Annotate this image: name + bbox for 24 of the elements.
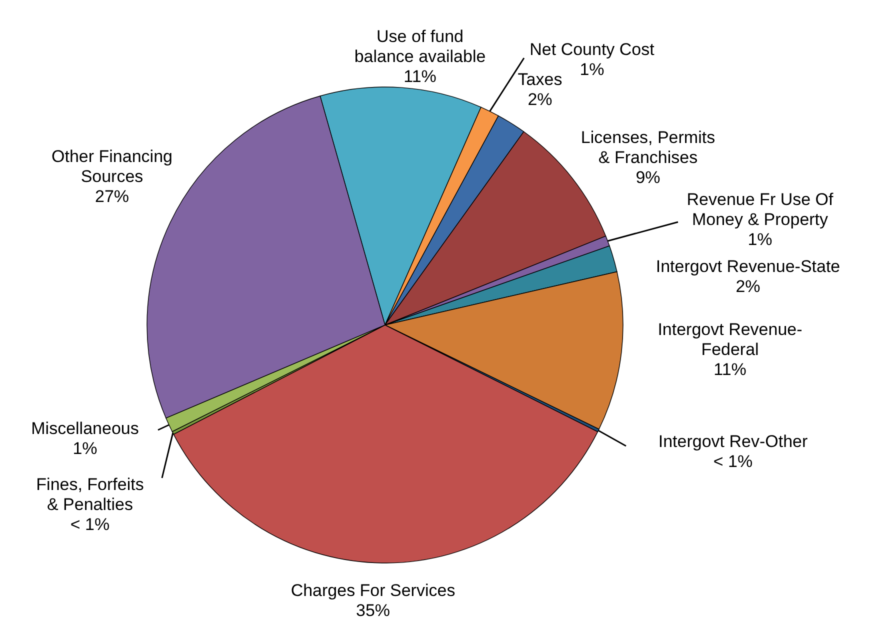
data-label: 27% <box>94 187 130 206</box>
slice-label: Fines, Forfeits & Penalties <box>36 475 144 514</box>
slice-label: Revenue Fr Use Of Money & Property <box>686 190 834 229</box>
slice-label: Other Financing Sources <box>52 147 172 186</box>
slice-label: Charges For Services <box>290 581 456 600</box>
data-label: 9% <box>636 168 660 187</box>
slice-label: Intergovt Revenue-State <box>656 257 840 276</box>
slice-label: Net County Cost <box>530 40 655 59</box>
data-label: < 1% <box>70 515 110 534</box>
slice-label: Taxes <box>518 70 562 89</box>
data-label: 35% <box>356 601 390 618</box>
slice-label: Miscellaneous <box>31 419 139 438</box>
slice-label: Use of fund balance available <box>354 27 486 66</box>
data-label: 1% <box>72 439 98 458</box>
data-label: < 1% <box>713 452 753 471</box>
data-label: 2% <box>736 277 760 296</box>
data-label: 1% <box>748 230 772 249</box>
slice-label: Licenses, Permits & Franchises <box>580 128 716 167</box>
data-label: 2% <box>528 90 552 109</box>
data-label: 1% <box>580 60 604 79</box>
slice-label: Intergovt Revenue-Federal <box>658 320 802 359</box>
data-label: 11% <box>714 360 746 379</box>
data-label: 11% <box>404 67 436 86</box>
legend-label: Intergovt Rev-Other <box>658 432 808 451</box>
